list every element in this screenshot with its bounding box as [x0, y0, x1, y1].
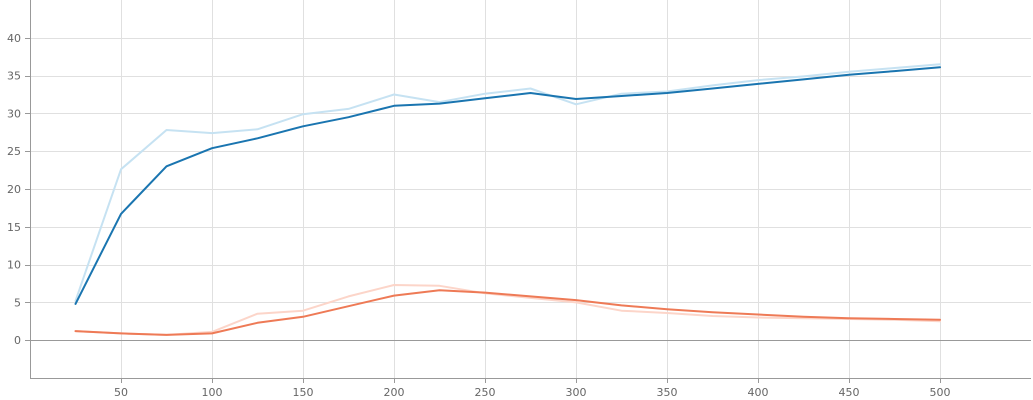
y-tick-label: 25: [7, 145, 21, 158]
series-group: [74, 63, 941, 336]
series-line-3: [74, 284, 941, 336]
series-line-4: [74, 289, 941, 336]
y-tick-label: 0: [14, 334, 21, 347]
y-tick-label: 40: [7, 32, 21, 45]
x-tick-label: 400: [748, 386, 769, 399]
grid: [30, 0, 1031, 379]
y-tick-label: 20: [7, 183, 21, 196]
y-tick-label: 15: [7, 221, 21, 234]
x-tick-label: 300: [566, 386, 587, 399]
x-tick-label: 350: [657, 386, 678, 399]
tick-labels: 50 100 150 200 250 300 350 400 450 500 0 5 10 15 20 25 3…: [7, 32, 951, 399]
y-tick-label: 10: [7, 259, 21, 272]
x-tick-label: 50: [114, 386, 128, 399]
axes: [25, 0, 1031, 383]
x-tick-label: 250: [475, 386, 496, 399]
series-line-2: [74, 66, 941, 305]
x-tick-label: 200: [384, 386, 405, 399]
y-tick-label: 35: [7, 70, 21, 83]
x-tick-label: 100: [202, 386, 223, 399]
y-tick-label: 5: [14, 296, 21, 309]
x-tick-label: 450: [839, 386, 860, 399]
x-tick-label: 500: [930, 386, 951, 399]
series-line-1: [74, 63, 941, 302]
y-tick-label: 30: [7, 107, 21, 120]
x-tick-label: 150: [293, 386, 314, 399]
